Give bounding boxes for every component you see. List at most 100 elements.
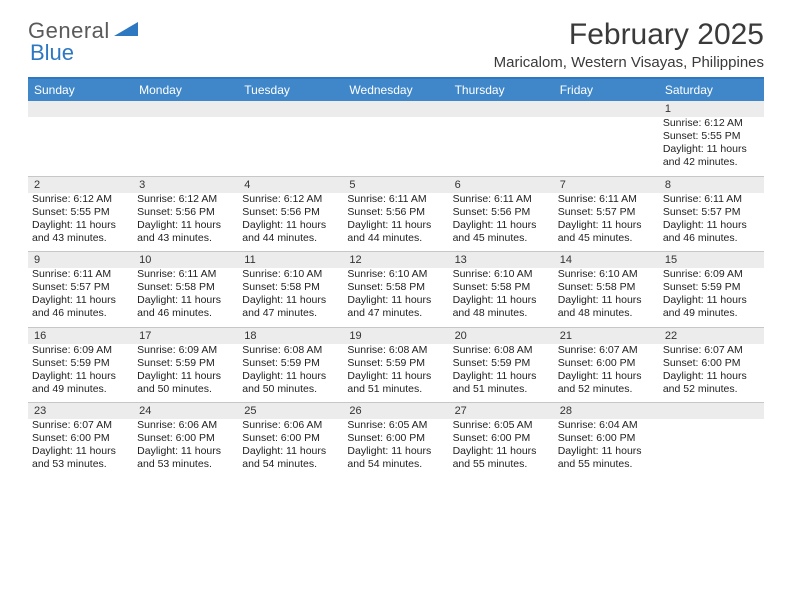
day-number: 22 bbox=[659, 328, 764, 344]
daylight-text: Daylight: 11 hours and 51 minutes. bbox=[453, 370, 550, 396]
sunrise-text: Sunrise: 6:04 AM bbox=[558, 419, 655, 432]
day-cell: Sunrise: 6:06 AMSunset: 6:00 PMDaylight:… bbox=[133, 419, 238, 478]
day-number: 18 bbox=[238, 328, 343, 344]
sunrise-text: Sunrise: 6:11 AM bbox=[453, 193, 550, 206]
sunrise-text: Sunrise: 6:09 AM bbox=[32, 344, 129, 357]
sunrise-text: Sunrise: 6:10 AM bbox=[558, 268, 655, 281]
sunrise-text: Sunrise: 6:05 AM bbox=[347, 419, 444, 432]
daylight-text: Daylight: 11 hours and 44 minutes. bbox=[347, 219, 444, 245]
sunset-text: Sunset: 5:59 PM bbox=[242, 357, 339, 370]
sunset-text: Sunset: 5:57 PM bbox=[663, 206, 760, 219]
daylight-text: Daylight: 11 hours and 50 minutes. bbox=[137, 370, 234, 396]
day-cell: Sunrise: 6:09 AMSunset: 5:59 PMDaylight:… bbox=[28, 344, 133, 403]
day-number: 25 bbox=[238, 403, 343, 419]
day-header: Thursday bbox=[449, 79, 554, 101]
sunset-text: Sunset: 5:59 PM bbox=[32, 357, 129, 370]
sunset-text: Sunset: 6:00 PM bbox=[453, 432, 550, 445]
daylight-text: Daylight: 11 hours and 51 minutes. bbox=[347, 370, 444, 396]
day-number: 17 bbox=[133, 328, 238, 344]
daylight-text: Daylight: 11 hours and 42 minutes. bbox=[663, 143, 760, 169]
sunrise-text: Sunrise: 6:05 AM bbox=[453, 419, 550, 432]
day-cell bbox=[343, 117, 448, 176]
daylight-text: Daylight: 11 hours and 44 minutes. bbox=[242, 219, 339, 245]
day-cell: Sunrise: 6:08 AMSunset: 5:59 PMDaylight:… bbox=[449, 344, 554, 403]
day-cell: Sunrise: 6:05 AMSunset: 6:00 PMDaylight:… bbox=[449, 419, 554, 478]
sunrise-text: Sunrise: 6:11 AM bbox=[32, 268, 129, 281]
sunrise-text: Sunrise: 6:06 AM bbox=[137, 419, 234, 432]
sunset-text: Sunset: 5:57 PM bbox=[32, 281, 129, 294]
day-cell: Sunrise: 6:12 AMSunset: 5:55 PMDaylight:… bbox=[659, 117, 764, 176]
week-row: Sunrise: 6:11 AMSunset: 5:57 PMDaylight:… bbox=[28, 268, 764, 328]
day-cell: Sunrise: 6:11 AMSunset: 5:57 PMDaylight:… bbox=[554, 193, 659, 252]
location: Maricalom, Western Visayas, Philippines bbox=[494, 54, 764, 71]
logo-text-2: Blue bbox=[30, 40, 74, 66]
day-cell: Sunrise: 6:08 AMSunset: 5:59 PMDaylight:… bbox=[238, 344, 343, 403]
day-number bbox=[133, 101, 238, 117]
day-number: 12 bbox=[343, 252, 448, 268]
day-cell: Sunrise: 6:11 AMSunset: 5:58 PMDaylight:… bbox=[133, 268, 238, 327]
day-number: 6 bbox=[449, 177, 554, 193]
month-title: February 2025 bbox=[494, 18, 764, 52]
day-number: 10 bbox=[133, 252, 238, 268]
sunset-text: Sunset: 5:59 PM bbox=[347, 357, 444, 370]
week-row: Sunrise: 6:07 AMSunset: 6:00 PMDaylight:… bbox=[28, 419, 764, 478]
sunset-text: Sunset: 5:56 PM bbox=[347, 206, 444, 219]
sunset-text: Sunset: 6:00 PM bbox=[347, 432, 444, 445]
sunset-text: Sunset: 5:56 PM bbox=[242, 206, 339, 219]
sunrise-text: Sunrise: 6:06 AM bbox=[242, 419, 339, 432]
sunset-text: Sunset: 5:58 PM bbox=[453, 281, 550, 294]
calendar: SundayMondayTuesdayWednesdayThursdayFrid… bbox=[28, 77, 764, 478]
day-number: 24 bbox=[133, 403, 238, 419]
sunrise-text: Sunrise: 6:11 AM bbox=[663, 193, 760, 206]
daylight-text: Daylight: 11 hours and 53 minutes. bbox=[32, 445, 129, 471]
week-row: Sunrise: 6:12 AMSunset: 5:55 PMDaylight:… bbox=[28, 117, 764, 177]
day-number bbox=[343, 101, 448, 117]
sunset-text: Sunset: 5:59 PM bbox=[663, 281, 760, 294]
daylight-text: Daylight: 11 hours and 45 minutes. bbox=[558, 219, 655, 245]
day-number: 21 bbox=[554, 328, 659, 344]
sunrise-text: Sunrise: 6:09 AM bbox=[137, 344, 234, 357]
day-number: 14 bbox=[554, 252, 659, 268]
day-number: 2 bbox=[28, 177, 133, 193]
week-row: Sunrise: 6:12 AM Sunset: 5:55 PM Daylight:… bbox=[28, 193, 764, 253]
daylight-text: Daylight: 11 hours and 46 minutes. bbox=[137, 294, 234, 320]
day-cell: Sunrise: 6:06 AMSunset: 6:00 PMDaylight:… bbox=[238, 419, 343, 478]
daylight-text: Daylight: 11 hours and 47 minutes. bbox=[347, 294, 444, 320]
day-number-row: 2345678 bbox=[28, 177, 764, 193]
daylight-text: Daylight: 11 hours and 55 minutes. bbox=[558, 445, 655, 471]
daylight-text: Daylight: 11 hours and 45 minutes. bbox=[453, 219, 550, 245]
day-number: 3 bbox=[133, 177, 238, 193]
day-number: 20 bbox=[449, 328, 554, 344]
daylight-text: Daylight: 11 hours and 46 minutes. bbox=[663, 219, 760, 245]
day-cell bbox=[659, 419, 764, 478]
day-number: 16 bbox=[28, 328, 133, 344]
daylight-text: Daylight: 11 hours and 48 minutes. bbox=[453, 294, 550, 320]
daylight-text: Daylight: 11 hours and 52 minutes. bbox=[663, 370, 760, 396]
sunrise-text: Sunrise: 6:08 AM bbox=[453, 344, 550, 357]
day-cell: Sunrise: 6:10 AMSunset: 5:58 PMDaylight:… bbox=[449, 268, 554, 327]
day-number: 13 bbox=[449, 252, 554, 268]
daylight-text: Daylight: 11 hours and 52 minutes. bbox=[558, 370, 655, 396]
sunset-text: Sunset: 5:56 PM bbox=[453, 206, 550, 219]
day-number-row: 16171819202122 bbox=[28, 328, 764, 344]
daylight-text: Daylight: 11 hours and 48 minutes. bbox=[558, 294, 655, 320]
day-number: 1 bbox=[659, 101, 764, 117]
day-cell: Sunrise: 6:09 AMSunset: 5:59 PMDaylight:… bbox=[133, 344, 238, 403]
daylight-text: Daylight: 11 hours and 54 minutes. bbox=[347, 445, 444, 471]
day-number: 5 bbox=[343, 177, 448, 193]
header: General February 2025 Maricalom, Western… bbox=[28, 18, 764, 71]
daylight-text: Daylight: 11 hours and 54 minutes. bbox=[242, 445, 339, 471]
sunrise-text: Sunrise: 6:11 AM bbox=[137, 268, 234, 281]
sunrise-text: Sunrise: 6:12 AM bbox=[242, 193, 339, 206]
sunset-text: Sunset: 5:56 PM bbox=[137, 206, 234, 219]
sunset-text: Sunset: 5:55 PM bbox=[32, 206, 129, 219]
day-cell: Sunrise: 6:12 AMSunset: 5:56 PMDaylight:… bbox=[133, 193, 238, 252]
day-header: Wednesday bbox=[343, 79, 448, 101]
sunset-text: Sunset: 5:57 PM bbox=[558, 206, 655, 219]
sunrise-text: Sunrise: 6:12 AM bbox=[137, 193, 234, 206]
day-number: 7 bbox=[554, 177, 659, 193]
sunrise-text: Sunrise: 6:11 AM bbox=[558, 193, 655, 206]
day-cell: Sunrise: 6:05 AMSunset: 6:00 PMDaylight:… bbox=[343, 419, 448, 478]
day-cell: Sunrise: 6:11 AMSunset: 5:56 PMDaylight:… bbox=[449, 193, 554, 252]
daylight-text: Daylight: 11 hours and 43 minutes. bbox=[137, 219, 234, 245]
